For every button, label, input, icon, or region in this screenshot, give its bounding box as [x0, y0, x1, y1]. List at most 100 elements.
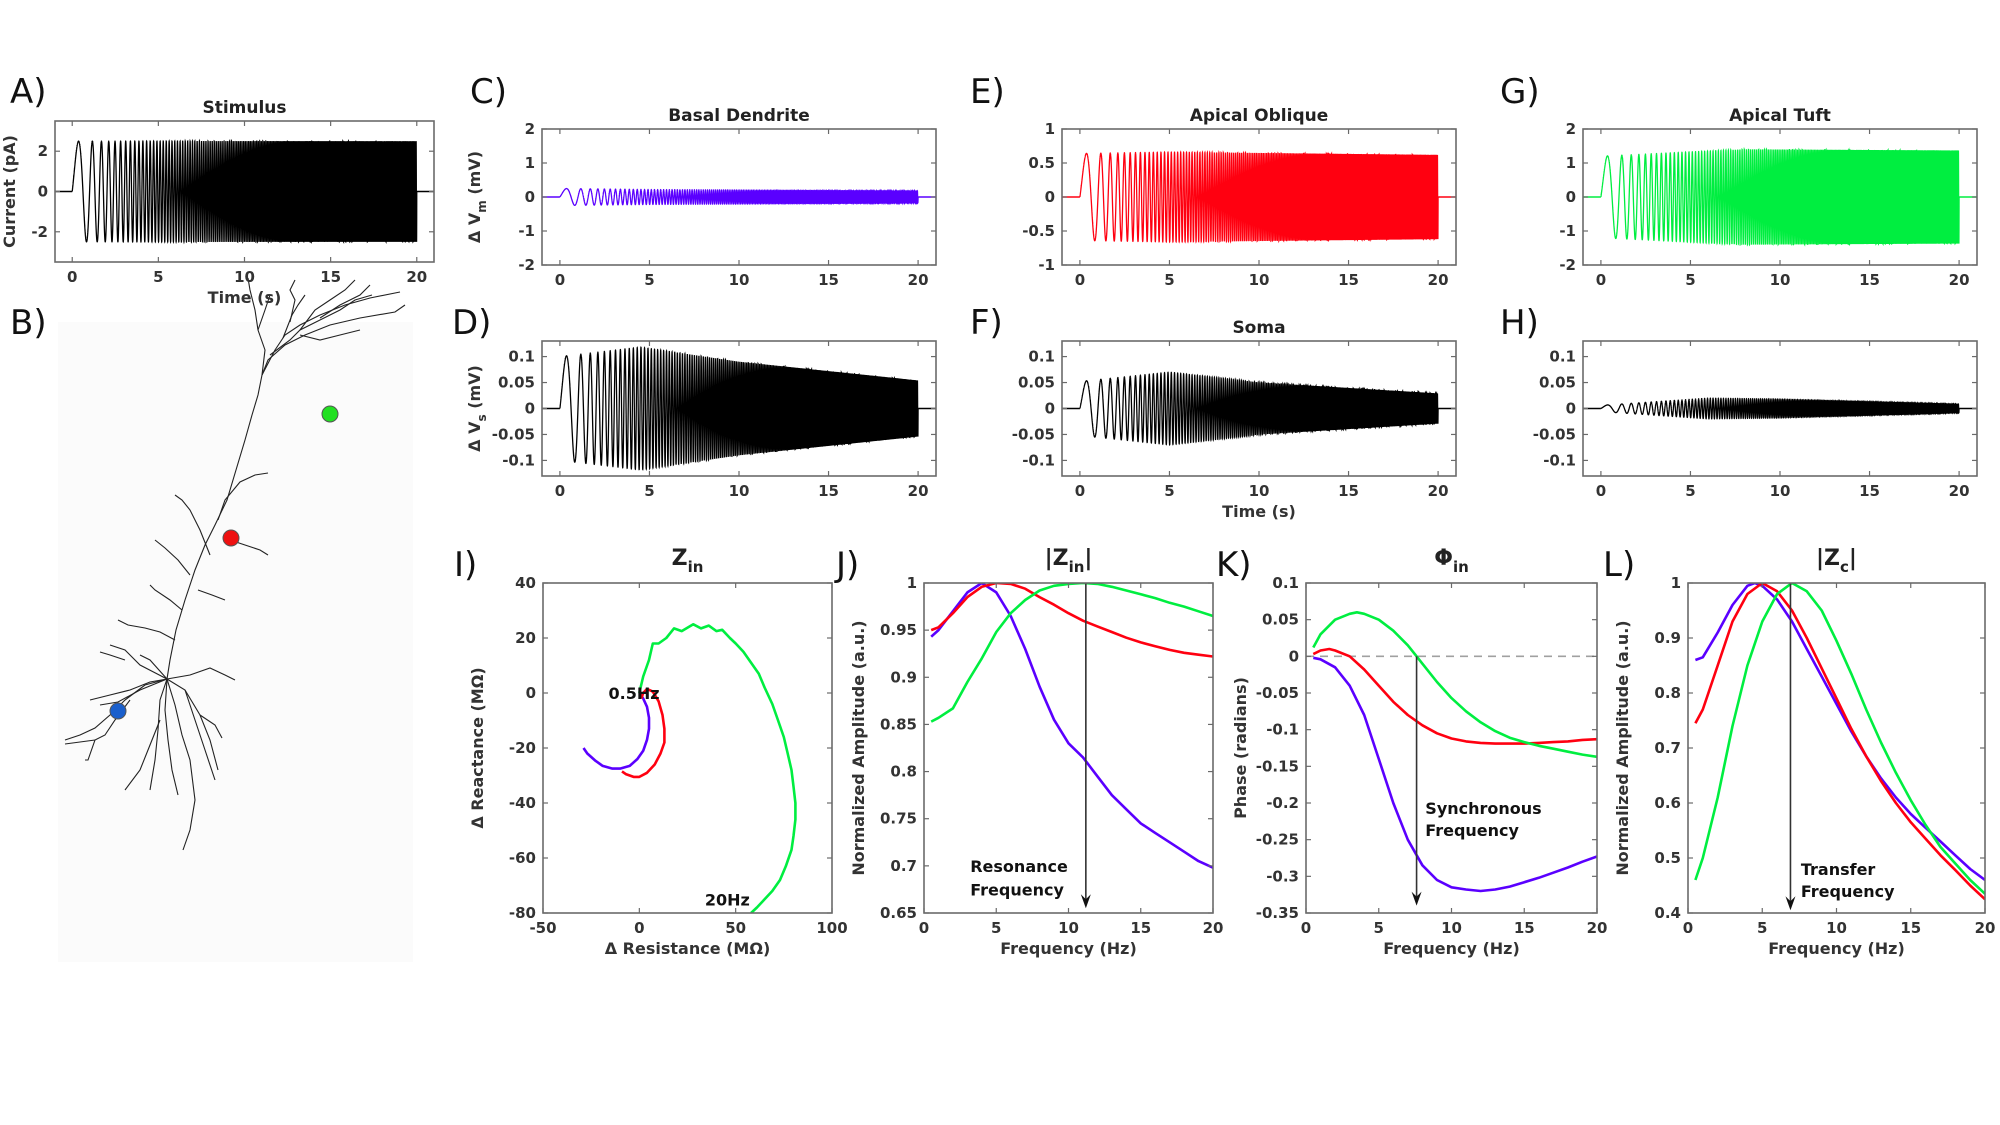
- y-tick-label: -0.05: [492, 425, 535, 443]
- series-basal: [582, 692, 651, 770]
- x-tick-label: 15: [1130, 919, 1151, 937]
- y-tick-label: 20: [515, 629, 536, 647]
- chart-e: 0 5 10 15 20 -1 -0.5 0 0.5 1 Apical Oblique: [1022, 106, 1457, 289]
- x-tick-label: 10: [1058, 919, 1079, 937]
- panel-letter-f: F): [970, 303, 1003, 343]
- y-tick-label: 0: [1045, 188, 1055, 206]
- y-axis-label: Normalized Amplitude (a.u.): [849, 620, 868, 875]
- panel-letter-k: K): [1216, 545, 1252, 585]
- y-tick-label: -0.1: [502, 451, 535, 469]
- y-tick-label: 2: [525, 120, 535, 138]
- chart-annotation: Transfer: [1801, 860, 1876, 879]
- y-tick-label: 0.5: [1654, 849, 1681, 867]
- y-tick-label: -1: [1559, 222, 1576, 240]
- y-tick-label: -0.1: [1543, 451, 1576, 469]
- chart-annotation: 20Hz: [705, 890, 750, 909]
- y-tick-label: 0.8: [1654, 684, 1681, 702]
- x-tick-label: 10: [1826, 919, 1847, 937]
- panel-letter-i: I): [454, 545, 477, 585]
- x-tick-label: 5: [153, 268, 163, 286]
- x-tick-label: 10: [1441, 919, 1462, 937]
- y-tick-label: 0.7: [1654, 739, 1681, 757]
- basal-dendrite-marker: [109, 702, 127, 720]
- x-tick-label: 0: [919, 919, 929, 937]
- y-tick-label: 2: [1566, 120, 1576, 138]
- x-axis-label: Frequency (Hz): [1383, 939, 1520, 958]
- chart-i: -50 0 50 100 -80 -60 -40 -20 0 20 40 Zin Δ Resistanc…: [468, 546, 848, 958]
- y-axis-label: Δ Vs (mV): [465, 365, 489, 452]
- chart-h: 0 5 10 15 20 -0.1 -0.05 0 0.05 0.1: [1533, 340, 1978, 500]
- x-tick-label: -50: [529, 919, 556, 937]
- x-tick-label: 0: [1596, 271, 1606, 289]
- x-tick-label: 20: [1587, 919, 1608, 937]
- chart-c: 0 5 10 15 20 -2 -1 0 1 2 Basal Dendrite Δ Vm (mV): [465, 106, 937, 289]
- y-tick-label: 1: [907, 574, 917, 592]
- series-group: [1583, 397, 1977, 420]
- y-tick-label: 0.75: [880, 810, 917, 828]
- series-group: [542, 346, 936, 471]
- panel-letter-h: H): [1500, 303, 1539, 343]
- x-tick-label: 20: [406, 268, 427, 286]
- series-oblique: [1694, 583, 1985, 901]
- series-tuft: [1312, 611, 1597, 759]
- series-basal: [1694, 583, 1985, 882]
- x-tick-label: 20: [1428, 271, 1449, 289]
- series-group: [55, 138, 434, 245]
- y-tick-label: 0: [525, 400, 535, 418]
- y-tick-label: -20: [509, 739, 536, 757]
- series-soma-from-tuft: [1600, 397, 1960, 420]
- series-oblique: [930, 583, 1213, 658]
- y-tick-label: 0.05: [498, 374, 535, 392]
- y-tick-label: 0.9: [890, 668, 917, 686]
- chart-annotation: Frequency: [1801, 882, 1895, 901]
- y-tick-label: 0.6: [1654, 794, 1681, 812]
- y-tick-label: 0.4: [1654, 904, 1681, 922]
- y-tick-label: -0.15: [1256, 757, 1299, 775]
- y-tick-label: -0.1: [1266, 721, 1299, 739]
- x-tick-label: 5: [1374, 919, 1384, 937]
- x-tick-label: 0: [634, 919, 644, 937]
- panel-letter-e: E): [970, 72, 1005, 112]
- chart-k: 0 5 10 15 20 -0.35 -0.3 -0.25 -0.2 -0.15 -0.1 -0.05…: [1231, 546, 1607, 958]
- x-tick-label: 0: [67, 268, 77, 286]
- y-axis-label: Δ Reactance (MΩ): [468, 667, 487, 828]
- chart-l: 0 5 10 15 20 0.4 0.5 0.6 0.7 0.8 0.9 1 |Zc| Frequency…: [1613, 546, 1995, 958]
- series-oblique: [1079, 149, 1439, 244]
- y-tick-label: -0.3: [1266, 867, 1299, 885]
- chart-title: Zin: [672, 546, 704, 576]
- plot-frame: [542, 582, 833, 914]
- series-group: [1062, 371, 1456, 447]
- x-tick-label: 0: [1075, 271, 1085, 289]
- morphology-background: [58, 322, 413, 962]
- y-tick-label: -1: [1038, 256, 1055, 274]
- chart-title: Basal Dendrite: [668, 106, 810, 126]
- y-tick-label: 0: [38, 183, 48, 201]
- y-tick-label: 2: [38, 142, 48, 160]
- series-group: [1583, 146, 1977, 247]
- y-tick-label: 0.1: [1028, 348, 1055, 366]
- x-tick-label: 15: [818, 271, 839, 289]
- x-tick-label: 15: [1338, 482, 1359, 500]
- y-tick-label: 1: [1671, 574, 1681, 592]
- chart-title: Stimulus: [202, 98, 286, 118]
- arrow-head-icon: [1411, 891, 1422, 906]
- x-tick-label: 10: [234, 268, 255, 286]
- x-axis-label: Time (s): [208, 288, 282, 307]
- dendrite-tree: [64, 277, 406, 851]
- chart-annotation: Frequency: [970, 880, 1064, 899]
- x-tick-label: 100: [816, 919, 847, 937]
- panel-letter-c: C): [470, 72, 507, 112]
- chart-g: 0 5 10 15 20 -2 -1 0 1 2 Apical Tuft: [1559, 106, 1978, 289]
- y-tick-label: -2: [518, 256, 535, 274]
- y-tick-label: -0.05: [1256, 684, 1299, 702]
- y-tick-label: -0.1: [1022, 451, 1055, 469]
- y-tick-label: 0.1: [1272, 574, 1299, 592]
- panel-letter-l: L): [1603, 545, 1635, 585]
- y-tick-label: -0.35: [1256, 904, 1299, 922]
- series-tuft: [930, 583, 1213, 723]
- chart-title: |Zc|: [1816, 546, 1857, 576]
- x-axis-label: Frequency (Hz): [1000, 939, 1137, 958]
- x-tick-label: 15: [1338, 271, 1359, 289]
- panel-letter-j: J): [834, 545, 859, 585]
